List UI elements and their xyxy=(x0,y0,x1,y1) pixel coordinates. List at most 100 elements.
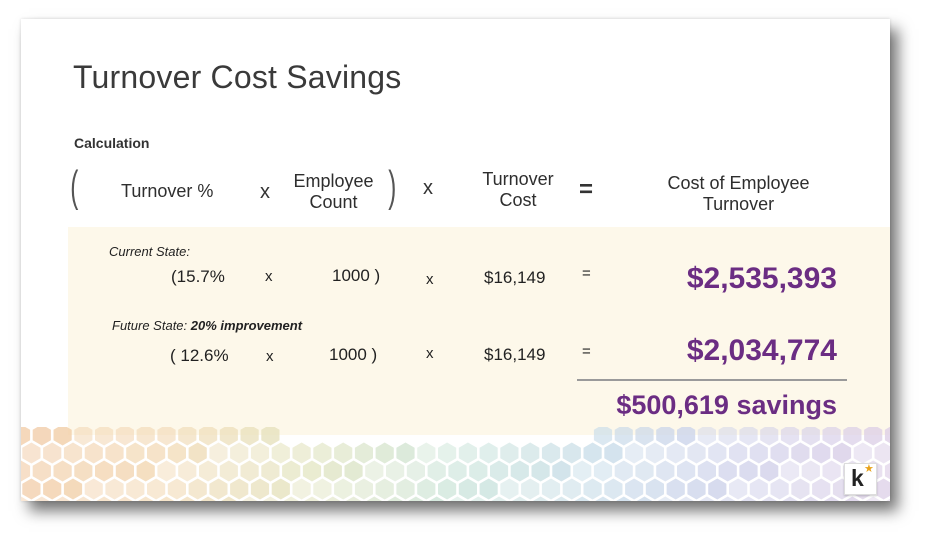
hexagon-tile xyxy=(718,427,737,446)
hexagon-tile xyxy=(687,478,706,500)
hexagon-tile xyxy=(553,496,570,501)
hexagon-tile xyxy=(749,478,768,500)
hexagon-tile xyxy=(271,478,290,500)
hexagon-tile xyxy=(95,427,114,446)
hexagon-tile xyxy=(595,496,611,501)
hexagon-tile xyxy=(334,478,353,500)
hexagon-tile xyxy=(178,460,197,482)
hexagon-tile xyxy=(219,427,238,446)
hexagon-tile xyxy=(645,478,664,500)
hexagon-tile xyxy=(302,460,322,482)
hexagon-tile xyxy=(199,460,218,482)
hexagon-tile xyxy=(53,427,72,446)
hexagon-tile xyxy=(240,460,259,482)
hexagon-tile xyxy=(209,478,228,500)
hexagon-tile xyxy=(616,496,632,501)
formula-turnover-cost: Turnover Cost xyxy=(468,169,568,211)
hexagon-tile xyxy=(604,442,623,464)
hexagon-tile xyxy=(645,442,664,464)
hexagon-tile xyxy=(32,427,51,446)
hexagon-tile xyxy=(479,442,498,464)
hexagon-tile xyxy=(188,442,207,464)
hexagon-tile xyxy=(34,496,50,501)
hexagon-tile xyxy=(74,427,93,446)
formula-turnover-pct: Turnover % xyxy=(121,181,214,201)
hexagon-tile xyxy=(43,478,62,500)
hexagon-tile xyxy=(323,460,342,482)
hexagon-tile xyxy=(283,496,299,501)
future-state-prefix: Future State: xyxy=(112,318,188,333)
hexagon-tile xyxy=(240,427,259,446)
hexagon-tile xyxy=(521,478,540,500)
hexagon-tile xyxy=(801,460,820,482)
hexagon-tile xyxy=(105,442,124,464)
hexagon-tile xyxy=(354,442,373,464)
current-employee-count: 1000 ) xyxy=(332,266,381,285)
hexagon-tile xyxy=(884,462,890,480)
hexagon-tile xyxy=(864,427,883,446)
current-times-2: x xyxy=(426,271,434,288)
hexagon-tile xyxy=(541,442,561,464)
hexagon-tile xyxy=(241,496,258,501)
hexagon-tile xyxy=(292,478,311,500)
hexagon-tile xyxy=(167,442,186,464)
hexagon-tile xyxy=(271,442,290,464)
close-paren: ) xyxy=(388,162,397,211)
hexagon-tile xyxy=(729,478,748,500)
hexagon-tile xyxy=(32,460,51,482)
hexagon-tile xyxy=(844,496,861,501)
hexagon-tile xyxy=(635,460,654,482)
hexagon-pattern xyxy=(21,427,890,501)
hexagon-tile xyxy=(458,442,477,464)
hexagon-tile xyxy=(510,460,529,482)
current-turnover-pct: (15.7% xyxy=(171,267,225,286)
future-total: $2,034,774 xyxy=(686,334,837,367)
hexagon-tile xyxy=(147,478,166,500)
hexagon-tile xyxy=(313,442,332,464)
hexagon-tile xyxy=(250,442,270,464)
hexagon-tile xyxy=(541,478,561,500)
hexagon-tile xyxy=(428,496,445,501)
hexagon-tile xyxy=(512,496,528,501)
hexagon-tile xyxy=(697,427,716,446)
savings-total: $500,619 savings xyxy=(616,390,837,420)
hexagon-tile xyxy=(562,442,581,464)
hexagon-tile xyxy=(21,496,29,501)
hexagon-tile xyxy=(770,442,789,464)
hexagon-tile xyxy=(136,460,155,482)
hexagon-tile xyxy=(677,427,696,446)
hexagon-tile xyxy=(666,478,685,500)
hexagon-tile xyxy=(749,442,768,464)
hexagon-tile xyxy=(22,478,41,500)
hexagon-tile xyxy=(354,478,373,500)
hexagon-tile xyxy=(812,478,831,500)
hexagon-tile xyxy=(780,460,800,482)
formula-result-line1: Cost of Employee xyxy=(667,173,810,193)
hexagon-tile xyxy=(313,478,332,500)
hexagon-tile xyxy=(22,442,41,464)
hexagon-tile xyxy=(552,460,571,482)
hexagon-tile xyxy=(532,496,549,501)
future-times-2: x xyxy=(426,345,434,362)
hexagon-tile xyxy=(21,427,31,446)
hexagon-tile xyxy=(396,478,415,500)
hexagon-tile xyxy=(822,427,841,446)
hexagon-tile xyxy=(687,442,706,464)
hexagon-tile xyxy=(282,460,301,482)
hexagon-tile xyxy=(126,442,145,464)
hexagon-tile xyxy=(699,496,715,501)
hexagon-tile xyxy=(635,427,654,446)
hexagon-tile xyxy=(562,478,581,500)
hexagon-tile xyxy=(770,478,789,500)
calculation-band xyxy=(68,227,890,435)
hexagon-tile xyxy=(438,442,457,464)
hexagon-tile xyxy=(417,442,436,464)
formula-turnover-cost-line1: Turnover xyxy=(482,169,554,189)
hexagon-tile xyxy=(126,478,145,500)
hexagon-tile xyxy=(105,478,124,500)
hexagon-tile xyxy=(812,442,831,464)
future-turnover-pct: ( 12.6% xyxy=(170,346,229,365)
current-total: $2,535,393 xyxy=(686,262,837,295)
hexagon-tile xyxy=(531,460,550,482)
future-state-label: Future State: 20% improvement xyxy=(112,318,302,333)
